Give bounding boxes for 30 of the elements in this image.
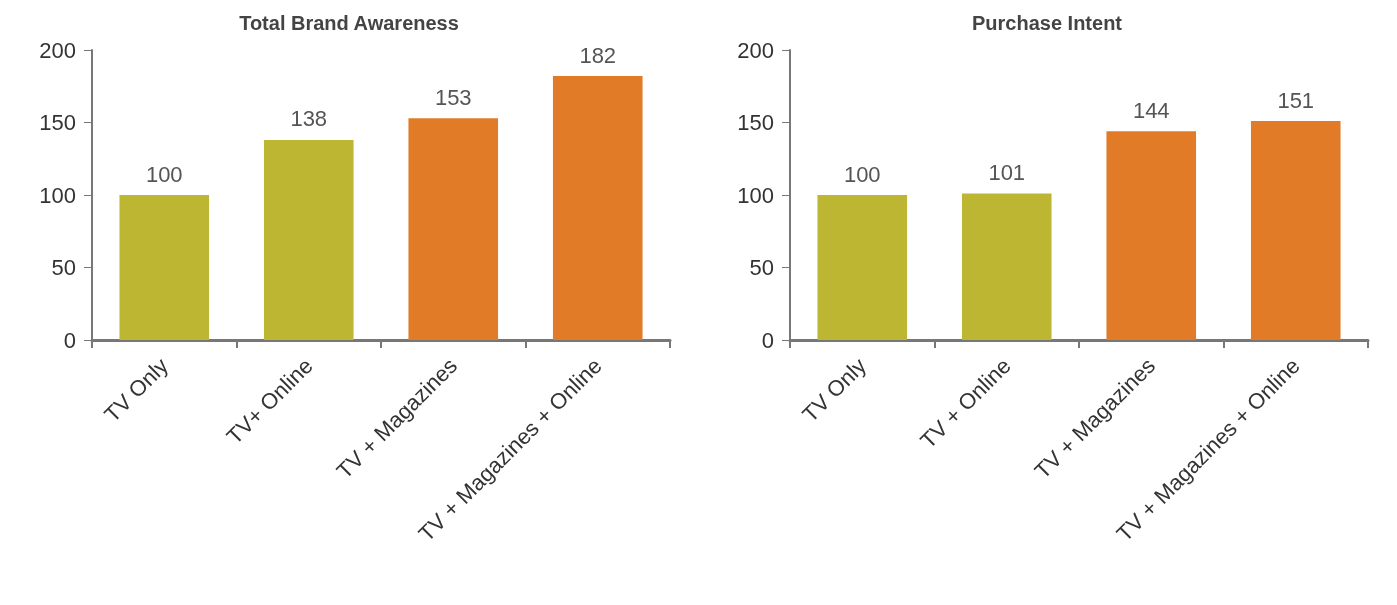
bar bbox=[1106, 131, 1197, 340]
chart-title: Purchase Intent bbox=[971, 12, 1123, 34]
y-tick-label: 100 bbox=[737, 182, 774, 208]
x-tick-label: TV Only bbox=[99, 353, 174, 427]
data-label: 100 bbox=[145, 161, 183, 187]
chart-title: Total Brand Awareness bbox=[239, 12, 459, 34]
data-label: 144 bbox=[1132, 97, 1170, 123]
y-tick-label: 150 bbox=[39, 110, 76, 135]
bar bbox=[263, 139, 354, 340]
y-tick-label: 50 bbox=[749, 255, 774, 280]
bar bbox=[552, 76, 643, 340]
y-tick-label: 50 bbox=[51, 255, 76, 280]
data-label: 138 bbox=[290, 106, 328, 132]
y-tick-label: 200 bbox=[737, 37, 774, 63]
y-tick-label: 200 bbox=[39, 37, 76, 63]
data-label: 153 bbox=[434, 84, 472, 110]
data-label: 182 bbox=[579, 42, 617, 68]
bar bbox=[961, 193, 1052, 340]
data-label: 100 bbox=[843, 161, 881, 187]
y-tick-label: 150 bbox=[737, 110, 774, 135]
y-tick-label: 0 bbox=[63, 327, 76, 353]
data-label: 151 bbox=[1277, 87, 1315, 113]
data-label: 101 bbox=[988, 160, 1026, 186]
y-tick-label: 100 bbox=[39, 182, 76, 208]
bar bbox=[1250, 121, 1341, 340]
bar bbox=[817, 195, 908, 340]
bar bbox=[408, 118, 499, 340]
bar bbox=[119, 195, 210, 340]
y-tick-label: 0 bbox=[761, 327, 774, 353]
x-tick-label: TV Only bbox=[797, 353, 872, 427]
